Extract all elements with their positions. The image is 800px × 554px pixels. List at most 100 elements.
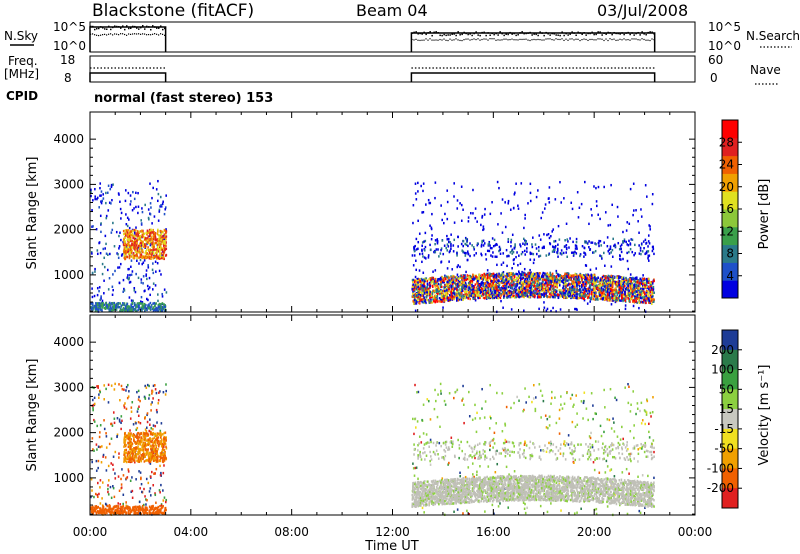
data-cell <box>579 274 582 278</box>
data-cell <box>104 234 107 238</box>
data-cell <box>604 211 607 214</box>
data-cell <box>610 183 612 187</box>
data-cell <box>516 282 519 286</box>
data-cell <box>526 247 528 250</box>
data-cell <box>646 297 648 300</box>
data-cell <box>120 308 123 312</box>
data-cell <box>558 290 561 294</box>
data-cell <box>151 239 154 243</box>
data-cell <box>552 306 554 310</box>
data-cell <box>558 284 561 287</box>
data-cell <box>453 275 455 278</box>
data-cell <box>539 282 542 285</box>
data-cell <box>422 271 425 274</box>
data-cell <box>602 288 605 291</box>
nsky-tick-bottom: 10^0 <box>53 39 86 53</box>
data-cell <box>107 288 110 291</box>
data-cell <box>141 229 143 232</box>
data-cell <box>476 243 479 247</box>
data-cell <box>115 303 118 307</box>
data-cell <box>514 191 516 194</box>
data-cell <box>593 251 595 254</box>
data-cell <box>498 249 500 253</box>
data-cell <box>421 211 423 214</box>
data-cell <box>121 309 124 313</box>
data-cell <box>613 276 616 279</box>
data-cell <box>507 280 510 283</box>
data-cell <box>652 300 655 303</box>
data-cell <box>118 247 120 250</box>
data-cell <box>124 257 126 261</box>
data-cell <box>485 291 488 295</box>
data-cell <box>645 285 648 289</box>
data-cell <box>578 278 580 281</box>
data-cell <box>567 290 569 293</box>
data-cell <box>131 232 134 235</box>
data-cell <box>487 285 489 289</box>
data-cell <box>617 292 619 295</box>
data-cell <box>577 216 580 219</box>
data-cell <box>475 291 477 295</box>
data-cell <box>459 202 461 205</box>
data-cell <box>149 233 151 236</box>
data-cell <box>97 308 100 312</box>
data-cell <box>563 273 566 277</box>
data-cell <box>467 216 470 219</box>
data-cell <box>476 242 479 245</box>
data-cell <box>516 281 519 285</box>
data-cell <box>426 293 429 297</box>
data-cell <box>606 290 608 293</box>
data-cell <box>139 236 142 240</box>
data-cell <box>582 275 585 279</box>
data-cell <box>496 263 498 267</box>
data-cell <box>99 182 102 185</box>
freq-label-1: Freq. <box>8 54 38 68</box>
data-cell <box>434 196 436 200</box>
data-cell <box>133 235 136 238</box>
data-cell <box>480 290 483 294</box>
data-cell <box>593 185 595 188</box>
beam-title: Beam 04 <box>356 1 428 20</box>
data-cell <box>573 288 575 292</box>
data-cell <box>604 276 607 280</box>
data-cell <box>522 295 524 298</box>
data-cell <box>152 252 155 256</box>
data-cell <box>101 199 104 203</box>
data-cell <box>501 279 504 283</box>
data-cell <box>411 278 414 282</box>
data-cell <box>451 268 454 271</box>
data-cell <box>424 298 426 302</box>
data-cell <box>157 179 159 183</box>
data-cell <box>513 273 516 276</box>
data-cell <box>454 292 457 295</box>
data-cell <box>532 272 535 275</box>
data-cell <box>456 199 459 202</box>
data-cell <box>149 243 152 247</box>
data-cell <box>621 298 624 302</box>
data-cell <box>628 293 631 297</box>
data-cell <box>476 277 478 280</box>
data-cell <box>421 279 424 282</box>
data-cell <box>147 306 150 309</box>
data-cell <box>517 280 520 283</box>
data-cell <box>490 289 492 293</box>
data-cell <box>152 248 154 252</box>
data-cell <box>460 219 463 222</box>
data-cell <box>157 250 160 253</box>
data-cell <box>158 257 161 260</box>
data-cell <box>447 237 450 241</box>
data-cell <box>565 296 568 299</box>
data-cell <box>649 294 652 297</box>
data-cell <box>148 242 151 246</box>
data-cell <box>148 255 151 259</box>
data-cell <box>418 232 421 235</box>
data-cell <box>470 281 473 284</box>
data-cell <box>130 305 133 309</box>
data-cell <box>526 277 529 281</box>
data-cell <box>454 276 456 279</box>
data-cell <box>528 271 531 275</box>
data-cell <box>100 190 103 193</box>
data-cell <box>148 228 151 232</box>
data-cell <box>501 272 504 275</box>
data-cell <box>438 287 441 291</box>
